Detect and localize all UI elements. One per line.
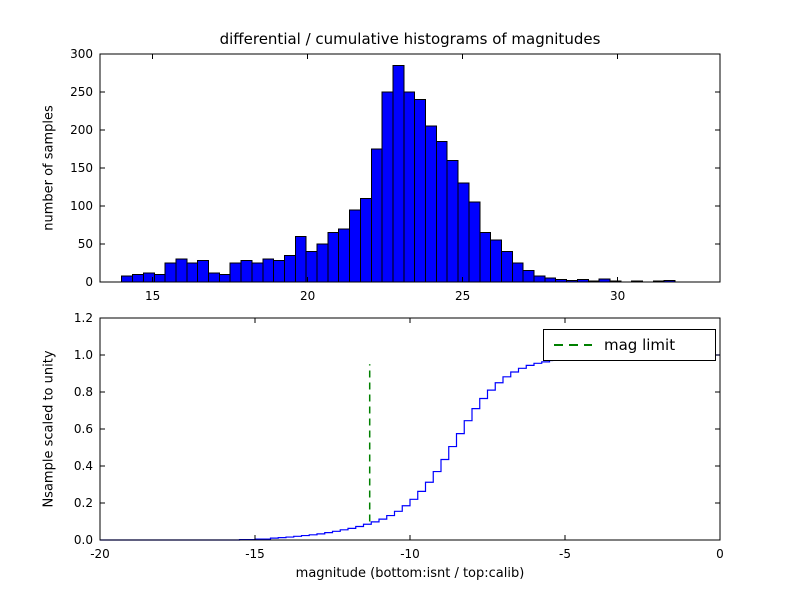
chart-title: differential / cumulative histograms of … [219, 30, 601, 48]
svg-text:0.4: 0.4 [74, 459, 93, 473]
legend-box: mag limit [543, 329, 716, 361]
svg-text:0: 0 [716, 547, 724, 561]
svg-text:200: 200 [70, 123, 93, 137]
tick-labels: -20 -15 -10 -5 0 0.0 0.2 0.4 0.6 0.8 1.0 1.2 [74, 311, 724, 561]
svg-text:15: 15 [145, 289, 160, 303]
svg-text:30: 30 [610, 289, 625, 303]
bottom-x-axis-label: magnitude (bottom:isnt / top:calib) [295, 566, 525, 581]
svg-text:0: 0 [85, 275, 93, 289]
legend-dashed-line-icon [554, 344, 592, 346]
svg-text:-10: -10 [400, 547, 420, 561]
svg-text:50: 50 [78, 237, 93, 251]
svg-text:0.6: 0.6 [74, 422, 93, 436]
histogram-bars [121, 64, 676, 283]
cumulative-step-line [100, 354, 720, 541]
svg-text:0.8: 0.8 [74, 385, 93, 399]
svg-text:20: 20 [300, 289, 315, 303]
svg-text:-5: -5 [559, 547, 571, 561]
svg-text:300: 300 [70, 47, 93, 61]
svg-text:250: 250 [70, 85, 93, 99]
svg-text:-20: -20 [90, 547, 110, 561]
svg-text:0.2: 0.2 [74, 496, 93, 510]
axes-frame [99, 317, 721, 541]
svg-text:-15: -15 [245, 547, 265, 561]
svg-text:100: 100 [70, 199, 93, 213]
svg-text:1.0: 1.0 [74, 348, 93, 362]
axes-frame [99, 53, 721, 283]
svg-text:150: 150 [70, 161, 93, 175]
svg-text:25: 25 [455, 289, 470, 303]
cumulative-subplot: -20 -15 -10 -5 0 0.0 0.2 0.4 0.6 0.8 1.0 1.2 [74, 311, 724, 561]
svg-text:1.2: 1.2 [74, 311, 93, 325]
legend-label: mag limit [604, 336, 676, 354]
svg-text:0.0: 0.0 [74, 533, 93, 547]
